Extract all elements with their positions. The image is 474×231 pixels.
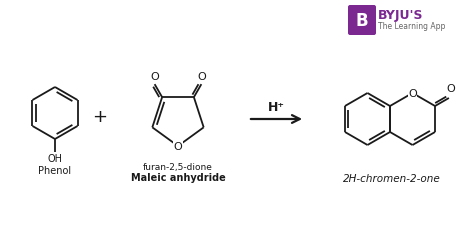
Text: furan-2,5-dione: furan-2,5-dione xyxy=(143,162,213,171)
Text: The Learning App: The Learning App xyxy=(378,22,446,31)
Text: +: + xyxy=(92,108,108,125)
Text: Phenol: Phenol xyxy=(38,165,72,175)
Text: OH: OH xyxy=(47,153,63,163)
Text: O: O xyxy=(173,141,182,151)
Text: Maleic anhydride: Maleic anhydride xyxy=(131,172,225,182)
Text: BYJU'S: BYJU'S xyxy=(378,9,423,22)
FancyBboxPatch shape xyxy=(348,6,376,36)
Text: H⁺: H⁺ xyxy=(268,100,285,113)
Text: O: O xyxy=(197,72,206,82)
Text: O: O xyxy=(150,72,159,82)
Text: O: O xyxy=(408,89,417,99)
Text: O: O xyxy=(447,84,455,94)
Text: B: B xyxy=(356,12,368,30)
Text: 2H-chromen-2-one: 2H-chromen-2-one xyxy=(343,173,441,183)
